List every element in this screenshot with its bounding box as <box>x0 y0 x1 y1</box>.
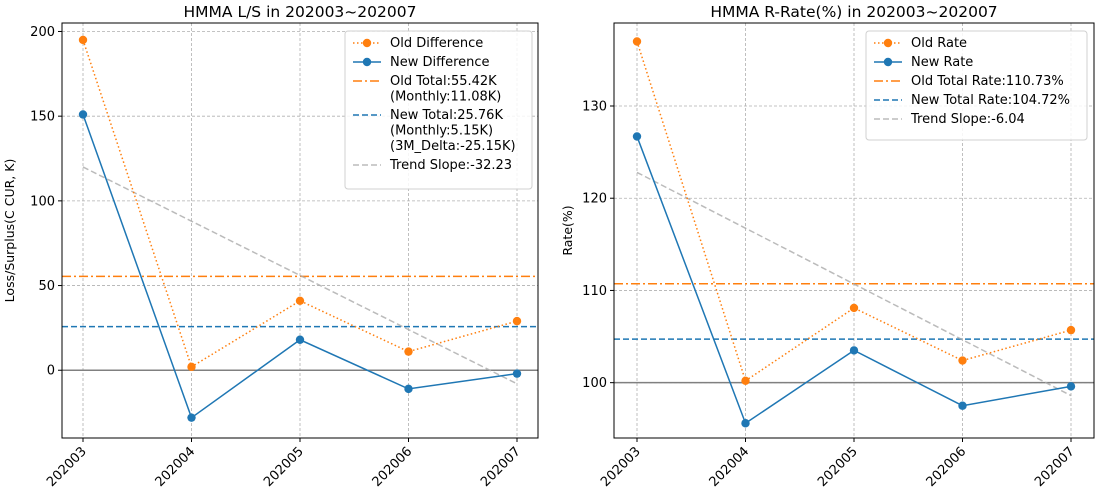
legend-label: (Monthly:11.08K) <box>390 90 501 105</box>
legend-marker <box>883 38 893 48</box>
chart-title: HMMA R-Rate(%) in 202003~202007 <box>710 3 997 21</box>
data-point <box>512 316 522 326</box>
y-tick-label: 100 <box>582 376 607 391</box>
y-tick-label: 50 <box>38 279 55 294</box>
legend-label: New Total:25.76K <box>390 108 503 123</box>
legend-label: Old Rate <box>911 36 967 51</box>
legend-marker <box>362 38 372 48</box>
legend-item: Trend Slope:-32.23 <box>353 158 512 173</box>
data-point <box>295 296 305 305</box>
legend-item: Trend Slope:-6.04 <box>874 112 1025 127</box>
x-tick-label: 202006 <box>924 444 970 490</box>
series-line <box>636 41 1072 383</box>
legend-label: Old Total Rate:110.73% <box>911 74 1064 89</box>
legend-label: (3M_Delta:-25.15K) <box>390 139 516 154</box>
legend-item: New Total Rate:104.72% <box>874 93 1070 108</box>
legend-box <box>865 30 1088 141</box>
legend-item: Old Total Rate:110.73% <box>874 74 1064 89</box>
legend-label: Old Difference <box>390 36 483 51</box>
data-point <box>187 413 196 422</box>
legend-item: New Total:25.76K(Monthly:5.15K)(3M_Delta… <box>353 108 516 154</box>
legend: Old Difference New Difference Old Total:55… <box>344 30 533 190</box>
legend: Old Rate New Rate Old Total Rate:110.73% Ne… <box>865 30 1088 141</box>
y-axis-label: Loss/Surplus(C CUR, K) <box>2 159 17 303</box>
data-point <box>958 356 967 365</box>
x-tick-label: 202007 <box>1032 444 1078 490</box>
trend-line <box>636 171 1072 397</box>
legend-label: Trend Slope:-32.23 <box>389 158 512 173</box>
legend-label: (Monthly:5.15K) <box>390 124 493 139</box>
plot-area <box>614 37 1094 428</box>
legend-label: New Total Rate:104.72% <box>911 93 1070 108</box>
chart-title: HMMA L/S in 202003~202007 <box>184 3 417 21</box>
legend-label: Trend Slope:-6.04 <box>910 112 1025 127</box>
legend-item: Old Rate <box>874 36 967 51</box>
y-tick-label: 200 <box>30 25 55 40</box>
data-point <box>78 110 88 119</box>
legend-label: Old Total:55.42K <box>390 74 497 89</box>
legend-item: Old Total:55.42K(Monthly:11.08K) <box>353 74 501 105</box>
legend-box <box>344 30 533 190</box>
data-point <box>958 401 967 410</box>
legend-item: Old Difference <box>353 36 483 51</box>
y-tick-label: 110 <box>582 284 607 299</box>
plot-area <box>62 35 538 422</box>
data-point <box>187 362 196 372</box>
x-tick-label: 202005 <box>815 444 861 490</box>
y-tick-label: 100 <box>30 194 55 209</box>
legend-item: New Difference <box>353 55 490 70</box>
series-line <box>82 39 518 368</box>
data-point <box>632 37 642 46</box>
y-tick-label: 130 <box>582 100 607 115</box>
data-point <box>512 369 522 378</box>
data-point <box>1066 325 1076 335</box>
y-tick-label: 150 <box>30 110 55 125</box>
data-point <box>404 384 413 394</box>
legend-label: New Rate <box>911 55 973 70</box>
data-point <box>632 132 642 141</box>
x-tick-label: 202004 <box>707 444 753 490</box>
data-point <box>78 35 88 45</box>
legend-item: New Rate <box>874 55 973 70</box>
y-tick-label: 0 <box>47 364 55 379</box>
data-point <box>741 419 750 428</box>
legend-label: New Difference <box>390 55 490 70</box>
data-point <box>1066 382 1076 391</box>
data-point <box>849 303 859 313</box>
y-axis-label: Rate(%) <box>560 205 575 255</box>
legend-marker <box>883 57 893 67</box>
data-point <box>849 346 859 355</box>
data-point <box>741 376 750 386</box>
x-tick-label: 202003 <box>598 444 644 490</box>
y-tick-label: 120 <box>582 192 607 207</box>
data-point <box>295 335 305 344</box>
data-point <box>404 347 413 356</box>
legend-marker <box>362 57 372 67</box>
